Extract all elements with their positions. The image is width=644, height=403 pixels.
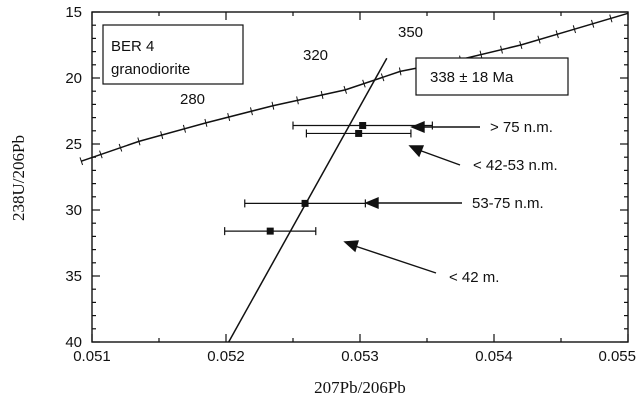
label-53-75-nm: 53-75 n.m. bbox=[472, 195, 544, 212]
data-points bbox=[224, 121, 433, 236]
concordia-age-tick bbox=[160, 131, 164, 140]
label-lt-42-53-nm: < 42-53 n.m. bbox=[473, 157, 558, 174]
age-result: 338 ± 18 Ma bbox=[430, 69, 514, 86]
concordia-age-tick bbox=[519, 41, 523, 49]
label-lt-42-m: < 42 m. bbox=[449, 269, 499, 286]
y-tick-label: 40 bbox=[65, 334, 82, 351]
concordia-age-tick bbox=[479, 50, 483, 59]
y-tick-label: 25 bbox=[65, 136, 82, 153]
x-tick-labels: 0.051 0.052 0.053 0.054 0.055 bbox=[73, 348, 636, 365]
concordia-age-tick bbox=[362, 79, 366, 88]
sample-rock-type: granodiorite bbox=[111, 61, 190, 78]
y-tick-label: 20 bbox=[65, 70, 82, 87]
x-tick-label: 0.051 bbox=[73, 348, 111, 365]
y-axis-title: 238U/206Pb bbox=[9, 135, 28, 221]
axis-ticks bbox=[91, 11, 629, 343]
sample-name: BER 4 bbox=[111, 38, 154, 55]
concordia-age-tick bbox=[500, 45, 503, 54]
x-tick-label: 0.053 bbox=[341, 348, 379, 365]
data-point bbox=[266, 227, 274, 235]
concordia-label-350: 350 bbox=[398, 24, 423, 41]
age-box: 338 ± 18 Ma bbox=[415, 57, 569, 96]
sample-label-box: BER 4 granodiorite bbox=[102, 24, 244, 85]
data-point bbox=[301, 199, 309, 207]
y-tick-label: 15 bbox=[65, 4, 82, 21]
data-point bbox=[359, 122, 367, 130]
y-tick-labels: 15 20 25 30 35 40 bbox=[65, 4, 82, 351]
concordia-label-280: 280 bbox=[180, 91, 205, 108]
concordia-age-tick bbox=[227, 113, 231, 122]
concordia-age-tick bbox=[249, 107, 253, 116]
y-tick-label: 30 bbox=[65, 202, 82, 219]
concordia-age-tick bbox=[79, 157, 84, 166]
x-tick-label: 0.055 bbox=[598, 348, 636, 365]
y-tick-label: 35 bbox=[65, 268, 82, 285]
concordia-label-320: 320 bbox=[303, 47, 328, 64]
concordia-age-tick bbox=[320, 90, 324, 99]
annotation-arrows bbox=[343, 120, 480, 274]
concordia-age-tick bbox=[572, 25, 577, 34]
concordia-age-tick bbox=[204, 118, 208, 127]
concordia-age-tick bbox=[118, 143, 123, 152]
x-tick-label: 0.052 bbox=[207, 348, 245, 365]
concordia-age-tick bbox=[343, 85, 348, 94]
concordia-age-tick bbox=[380, 73, 385, 82]
concordia-age-tick bbox=[137, 137, 141, 146]
concordia-age-tick bbox=[609, 14, 613, 23]
x-tick-label: 0.054 bbox=[475, 348, 513, 365]
concordia-age-tick bbox=[182, 124, 187, 133]
x-axis-title: 207Pb/206Pb bbox=[314, 378, 406, 397]
concordia-age-tick bbox=[398, 67, 402, 76]
concordia-age-tick bbox=[591, 19, 595, 28]
label-gt-75-nm: > 75 n.m. bbox=[490, 119, 553, 136]
data-point bbox=[355, 129, 363, 137]
concordia-curve bbox=[81, 12, 629, 162]
concordia-age-tick bbox=[271, 101, 275, 110]
concordia-age-tick bbox=[296, 96, 299, 105]
concordia-age-tick bbox=[537, 35, 541, 44]
concordia-age-tick bbox=[555, 30, 559, 39]
concordia-age-tick bbox=[99, 150, 103, 159]
